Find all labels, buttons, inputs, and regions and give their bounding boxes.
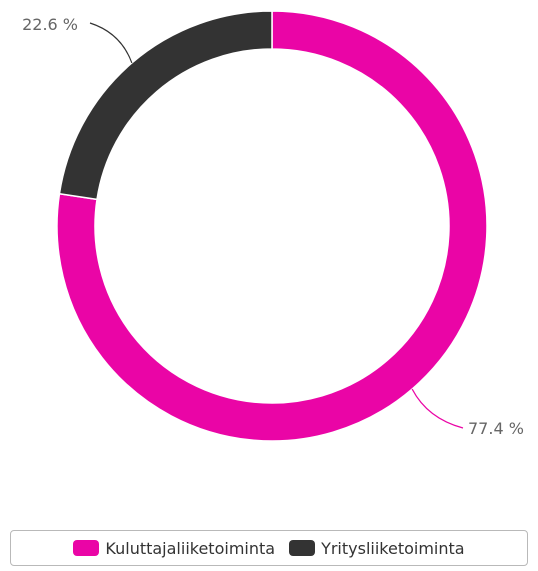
donut-slices xyxy=(56,10,488,442)
legend-label: Yritysliiketoiminta xyxy=(321,538,465,558)
donut-chart: 77.4 % 22.6 % xyxy=(22,10,524,442)
leader-line-yritysliiketoiminta xyxy=(89,22,133,64)
legend-swatch xyxy=(73,540,100,556)
slice-yritysliiketoiminta[interactable] xyxy=(58,10,273,201)
leader-line-kuluttajaliiketoiminta xyxy=(411,388,464,429)
legend-swatch xyxy=(289,540,316,556)
data-label-yritysliiketoiminta: 22.6 % xyxy=(22,15,78,34)
legend-item-yritysliiketoiminta[interactable]: Yritysliiketoiminta xyxy=(289,539,465,558)
legend: Kuluttajaliiketoiminta Yritysliiketoimint… xyxy=(10,530,528,566)
slice-kuluttajaliiketoiminta[interactable] xyxy=(56,10,488,442)
data-label-kuluttajaliiketoiminta: 77.4 % xyxy=(468,419,524,438)
legend-label: Kuluttajaliiketoiminta xyxy=(105,538,276,558)
data-labels: 77.4 % 22.6 % xyxy=(22,15,524,438)
legend-item-kuluttajaliiketoiminta[interactable]: Kuluttajaliiketoiminta xyxy=(73,539,275,558)
leader-lines xyxy=(89,22,464,429)
